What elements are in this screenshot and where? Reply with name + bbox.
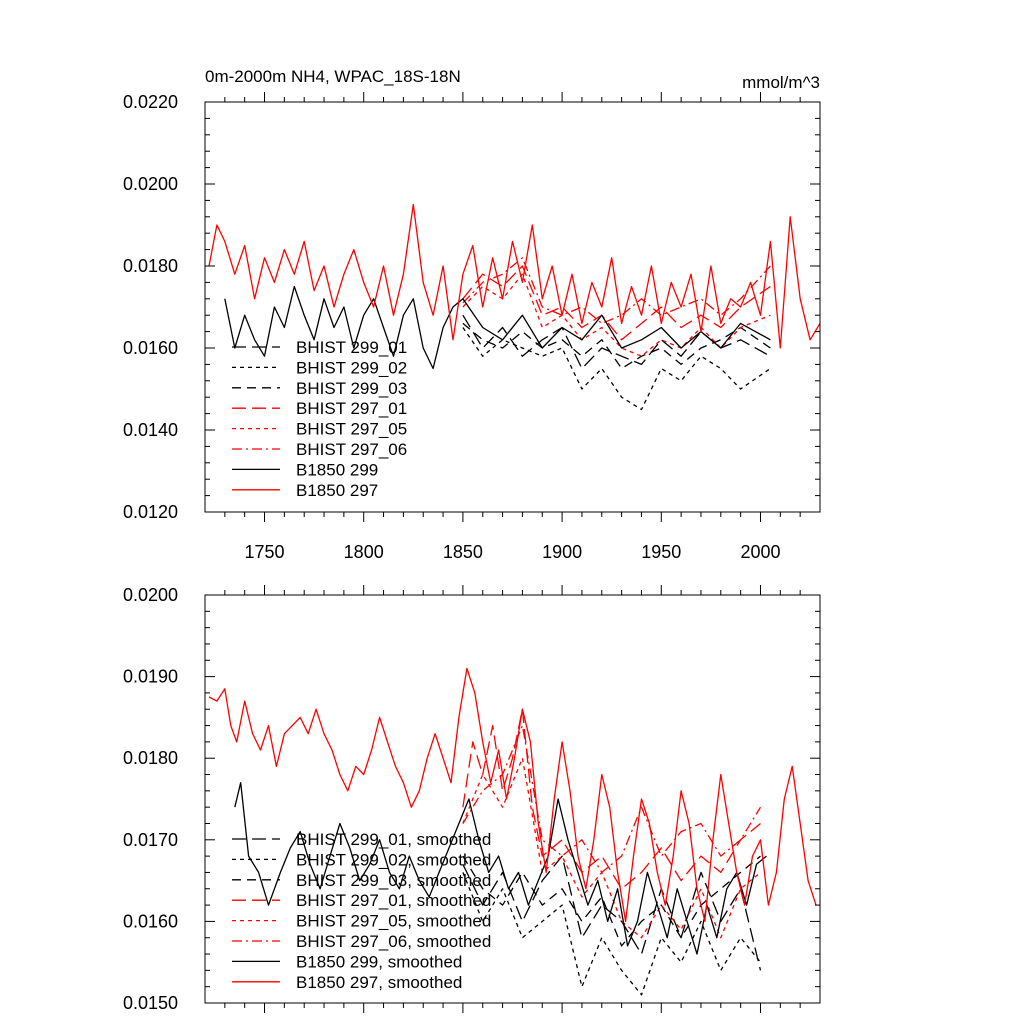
- legend-label: B1850 299, smoothed: [296, 952, 462, 971]
- x-tick-label: 1850: [443, 542, 483, 562]
- legend-label: B1850 297, smoothed: [296, 973, 462, 992]
- y-tick-label: 0.0160: [123, 911, 178, 931]
- series-line-0-6: [224, 285, 771, 370]
- y-tick-label: 0.0200: [123, 174, 178, 194]
- series-line-1-5: [462, 724, 762, 874]
- top-chart-axes: 0.0120 0.0140 0.0160 0.0180 0.0200 0.0220 1750…: [123, 92, 821, 562]
- legend-label: BHIST 297_01: [296, 399, 407, 418]
- series-line-0-2: [462, 322, 771, 370]
- top-chart: 0m-2000m NH4, WPAC_18S-18N mmol/m^3 0.01…: [123, 67, 821, 562]
- legend-label: BHIST 299_01: [296, 338, 407, 357]
- y-tick-label: 0.0180: [123, 256, 178, 276]
- y-tick-label: 0.0150: [123, 993, 178, 1013]
- legend-label: B1850 299: [296, 460, 378, 479]
- y-tick-label: 0.0140: [123, 420, 178, 440]
- x-tick-label: 1800: [344, 542, 384, 562]
- top-chart-title: 0m-2000m NH4, WPAC_18S-18N: [205, 67, 461, 86]
- legend-label: BHIST 299_02: [296, 358, 407, 377]
- legend-label: B1850 297: [296, 481, 378, 500]
- series-line-1-7: [208, 667, 817, 923]
- legend-label: BHIST 299_03, smoothed: [296, 871, 491, 890]
- bottom-chart-series: [208, 667, 817, 996]
- legend-label: BHIST 297_05: [296, 420, 407, 439]
- series-line-0-3: [462, 265, 771, 341]
- series-line-1-6: [234, 782, 767, 955]
- plot-frame: [204, 594, 821, 1004]
- y-tick-label: 0.0200: [123, 585, 178, 605]
- series-line-0-4: [462, 273, 771, 357]
- x-tick-label: 1750: [244, 542, 284, 562]
- legend-label: BHIST 297_06, smoothed: [296, 932, 491, 951]
- x-tick-label: 1900: [542, 542, 582, 562]
- series-line-1-2: [462, 855, 761, 947]
- plot-frame: [204, 101, 821, 513]
- legend-label: BHIST 299_02, smoothed: [296, 850, 491, 869]
- y-tick-label: 0.0160: [123, 338, 178, 358]
- series-line-1-0: [462, 855, 762, 971]
- legend-label: BHIST 297_01, smoothed: [296, 891, 491, 910]
- top-chart-units: mmol/m^3: [742, 73, 820, 92]
- legend-label: BHIST 299_01, smoothed: [296, 830, 491, 849]
- series-line-0-5: [462, 257, 771, 325]
- x-tick-label: 2000: [740, 542, 780, 562]
- series-line-0-1: [462, 327, 771, 411]
- bottom-chart: 0.0150 0.0160 0.0170 0.0180 0.0190 0.0200 BHI…: [123, 585, 821, 1013]
- top-chart-series: [208, 203, 821, 411]
- legend-label: BHIST 299_03: [296, 379, 407, 398]
- y-tick-label: 0.0180: [123, 748, 178, 768]
- y-tick-label: 0.0170: [123, 830, 178, 850]
- y-tick-label: 0.0190: [123, 667, 178, 687]
- y-tick-label: 0.0120: [123, 502, 178, 522]
- series-line-0-7: [208, 203, 821, 349]
- x-tick-label: 1950: [641, 542, 681, 562]
- legend-label: BHIST 297_06: [296, 440, 407, 459]
- y-tick-label: 0.0220: [123, 92, 178, 112]
- series-line-1-3: [462, 708, 761, 890]
- bottom-chart-axes: 0.0150 0.0160 0.0170 0.0180 0.0190 0.0200: [123, 585, 821, 1013]
- legend-label: BHIST 297_05, smoothed: [296, 912, 491, 931]
